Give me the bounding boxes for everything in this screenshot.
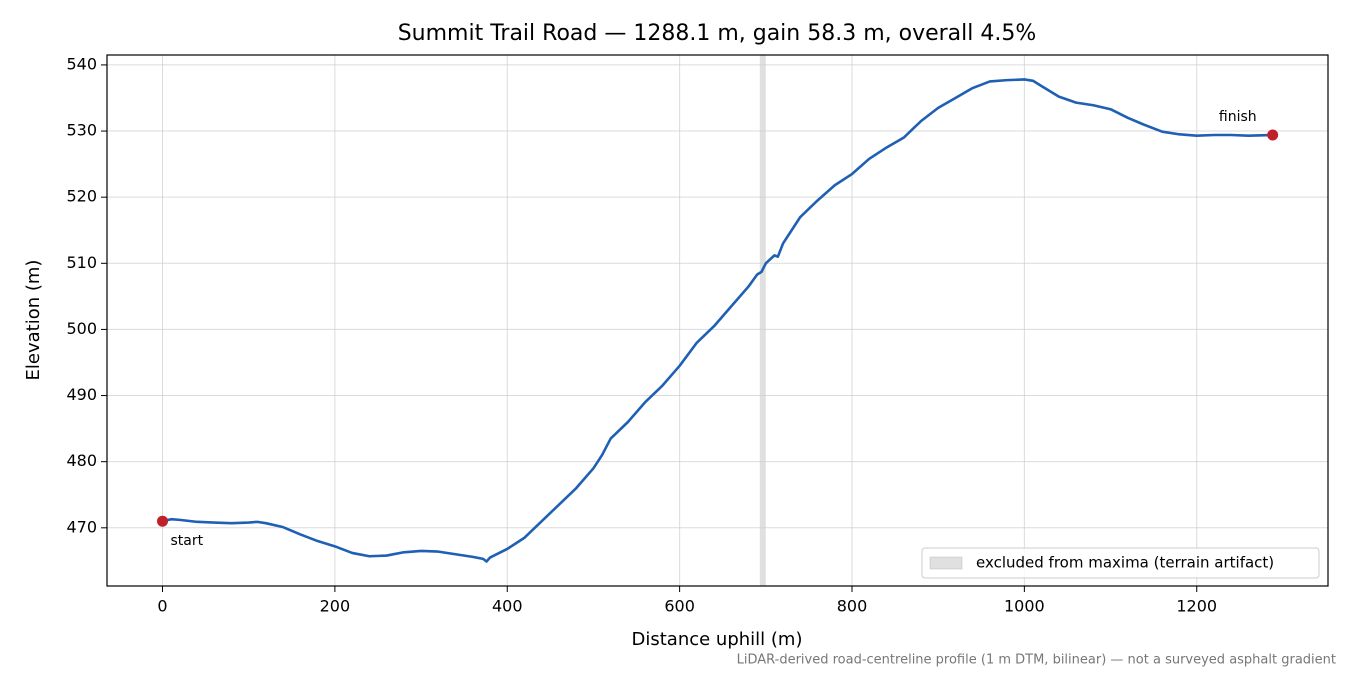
legend-box xyxy=(921,547,1320,579)
y-tick-label: 470 xyxy=(66,517,97,536)
endpoint-marker xyxy=(1267,129,1279,141)
legend-swatch xyxy=(929,556,963,570)
y-tick-label: 500 xyxy=(66,319,97,338)
x-tick-label: 200 xyxy=(320,597,351,616)
y-tick-label: 520 xyxy=(66,187,97,206)
y-tick-label: 540 xyxy=(66,54,97,73)
elevation-line xyxy=(162,78,1273,563)
x-tick-label: 600 xyxy=(664,597,695,616)
y-tick-label: 530 xyxy=(66,121,97,140)
footnote: LiDAR-derived road-centreline profile (1… xyxy=(737,653,1336,668)
x-axis-label: Distance uphill (m) xyxy=(632,629,803,650)
x-tick-label: 800 xyxy=(837,597,868,616)
x-tick-label: 1200 xyxy=(1176,597,1217,616)
y-axis-label: Elevation (m) xyxy=(23,260,44,381)
legend-label: excluded from maxima (terrain artifact) xyxy=(976,554,1274,572)
y-tick-label: 490 xyxy=(66,385,97,404)
marker-label: start xyxy=(171,533,204,549)
chart-title: Summit Trail Road — 1288.1 m, gain 58.3 … xyxy=(398,21,1037,46)
y-tick-label: 480 xyxy=(66,451,97,470)
marker-label: finish xyxy=(1219,109,1257,125)
endpoint-marker xyxy=(157,515,169,527)
x-tick-label: 400 xyxy=(492,597,523,616)
plot-frame xyxy=(106,54,1329,587)
x-tick-label: 1000 xyxy=(1004,597,1045,616)
x-tick-label: 0 xyxy=(157,597,167,616)
excluded-span xyxy=(759,55,766,586)
y-tick-label: 510 xyxy=(66,253,97,272)
